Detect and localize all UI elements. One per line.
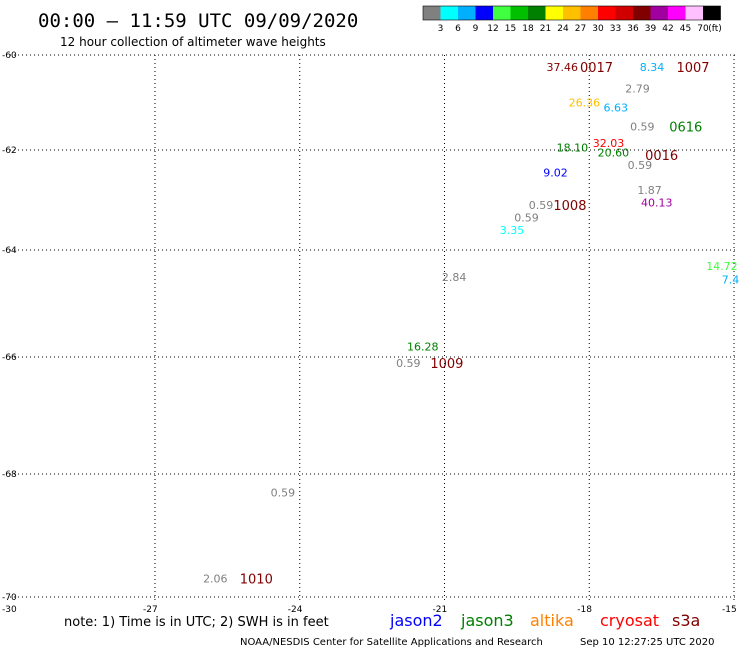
page-subtitle: 12 hour collection of altimeter wave hei… xyxy=(60,35,326,49)
wave-height-label: 1.87 xyxy=(637,184,662,197)
legend-swatch xyxy=(528,6,546,20)
wave-height-label: 2.79 xyxy=(625,82,650,95)
lat-tick-label: -70 xyxy=(2,593,17,603)
legend-swatch xyxy=(545,6,563,20)
legend-tick-label: 42 xyxy=(662,24,673,34)
lon-tick-label: -18 xyxy=(577,605,592,615)
legend-tick-label: 70 xyxy=(697,24,709,34)
lat-bottom-label: -30 xyxy=(2,605,17,615)
legend-swatch xyxy=(580,6,598,20)
legend-swatch xyxy=(598,6,616,20)
latitude-labels: -60 -62 -64 -66 -68 -70 xyxy=(2,51,17,603)
legend-tick-label: 21 xyxy=(540,24,551,34)
satellite-name-jason3: jason3 xyxy=(460,611,514,630)
pass-time-label: 0017 xyxy=(580,61,613,76)
pass-time-label: 0016 xyxy=(645,149,678,164)
wave-height-label: 26.36 xyxy=(569,97,601,110)
wave-height-label: 7.43 xyxy=(722,273,740,286)
lon-tick-label: -27 xyxy=(143,605,158,615)
wave-height-label: 2.06 xyxy=(203,573,228,586)
lat-tick-label: -64 xyxy=(2,246,17,256)
longitude-labels: -27 -24 -21 -18 -15 xyxy=(143,605,737,615)
legend-swatch xyxy=(668,6,686,20)
legend-swatch xyxy=(633,6,651,20)
legend-swatch xyxy=(458,6,476,20)
graticule xyxy=(10,54,737,603)
legend-tick-label: 3 xyxy=(438,24,444,34)
wave-height-label: 40.13 xyxy=(641,197,673,210)
lat-tick-label: -62 xyxy=(2,146,17,156)
legend-tick-label: 30 xyxy=(592,24,604,34)
legend-swatch xyxy=(510,6,528,20)
legend-swatch xyxy=(563,6,581,20)
wave-height-label: 0.59 xyxy=(271,486,296,499)
wave-height-label: 0.59 xyxy=(514,212,539,225)
legend-tick-label: 45 xyxy=(680,24,691,34)
pass-time-label: 1009 xyxy=(430,357,463,372)
legend-swatch xyxy=(475,6,493,20)
wave-height-label: 0.59 xyxy=(628,159,653,172)
wave-height-label: 6.63 xyxy=(604,101,629,114)
legend-swatch xyxy=(703,6,721,20)
legend-tick-label: 24 xyxy=(557,24,569,34)
satellite-name-jason2: jason2 xyxy=(389,611,443,630)
legend-swatch xyxy=(615,6,633,20)
pass-time-label: 0616 xyxy=(669,120,702,135)
legend-tick-label: 18 xyxy=(522,24,534,34)
pass-time-label: 1008 xyxy=(553,199,586,214)
legend-swatch xyxy=(423,6,441,20)
satellite-name-cryosat: cryosat xyxy=(600,611,659,630)
wave-height-label: 37.46 xyxy=(546,61,578,74)
wave-height-label: 18.10 xyxy=(557,142,589,155)
wave-height-label: 0.59 xyxy=(529,199,554,212)
pass-time-label: 1010 xyxy=(240,573,273,588)
legend-tick-label: 9 xyxy=(473,24,479,34)
legend-tick-label: 39 xyxy=(645,24,657,34)
lon-tick-label: -21 xyxy=(433,605,448,615)
lat-tick-label: -68 xyxy=(2,470,17,480)
wave-height-label: 16.28 xyxy=(407,340,439,353)
legend-tick-label: 27 xyxy=(575,24,586,34)
wave-height-label: 14.72 xyxy=(706,260,738,273)
legend-swatch xyxy=(685,6,703,20)
pass-time-label: 1007 xyxy=(676,61,709,76)
lon-tick-label: -15 xyxy=(722,605,737,615)
satellite-name-altika: altika xyxy=(530,611,574,630)
legend-border xyxy=(422,5,721,21)
wave-height-label: 0.59 xyxy=(396,357,421,370)
wave-height-label: 2.84 xyxy=(442,271,467,284)
legend-swatch xyxy=(650,6,668,20)
wave-height-label: 0.59 xyxy=(630,120,655,133)
generated-timestamp: Sep 10 12:27:25 UTC 2020 xyxy=(580,637,714,648)
satellite-legend: jason2 jason3 altika cryosat s3a xyxy=(389,611,700,630)
legend-swatch xyxy=(493,6,511,20)
legend-tick-label: 36 xyxy=(627,24,639,34)
wave-height-label: 3.35 xyxy=(500,224,525,237)
legend-tick-label: 12 xyxy=(487,24,498,34)
wave-height-label: 32.03 xyxy=(593,137,625,150)
station-labels: 0017 1007 0616 0016 1008 1009 1010 xyxy=(240,61,710,588)
legend-tick-label: 6 xyxy=(455,24,461,34)
legend-swatch xyxy=(440,6,458,20)
legend: 3 6 9 12 15 18 21 24 27 30 33 36 39 42 45 70 (ft) xyxy=(422,5,722,34)
legend-unit: (ft) xyxy=(708,24,722,34)
lon-tick-label: -24 xyxy=(288,605,303,615)
satellite-name-s3a: s3a xyxy=(672,611,700,630)
legend-tick-label: 33 xyxy=(610,24,621,34)
lat-tick-label: -66 xyxy=(2,353,17,363)
wave-height-label: 20.60 xyxy=(598,147,630,160)
legend-tick-label: 15 xyxy=(505,24,516,34)
wave-height-label: 8.34 xyxy=(640,61,665,74)
wave-height-label: 9.02 xyxy=(543,167,568,180)
page-title: 00:00 – 11:59 UTC 09/09/2020 xyxy=(38,10,358,32)
lat-tick-label: -60 xyxy=(2,51,17,61)
credit-line: NOAA/NESDIS Center for Satellite Applica… xyxy=(240,637,543,648)
footnote: note: 1) Time is in UTC; 2) SWH is in fe… xyxy=(64,615,329,630)
